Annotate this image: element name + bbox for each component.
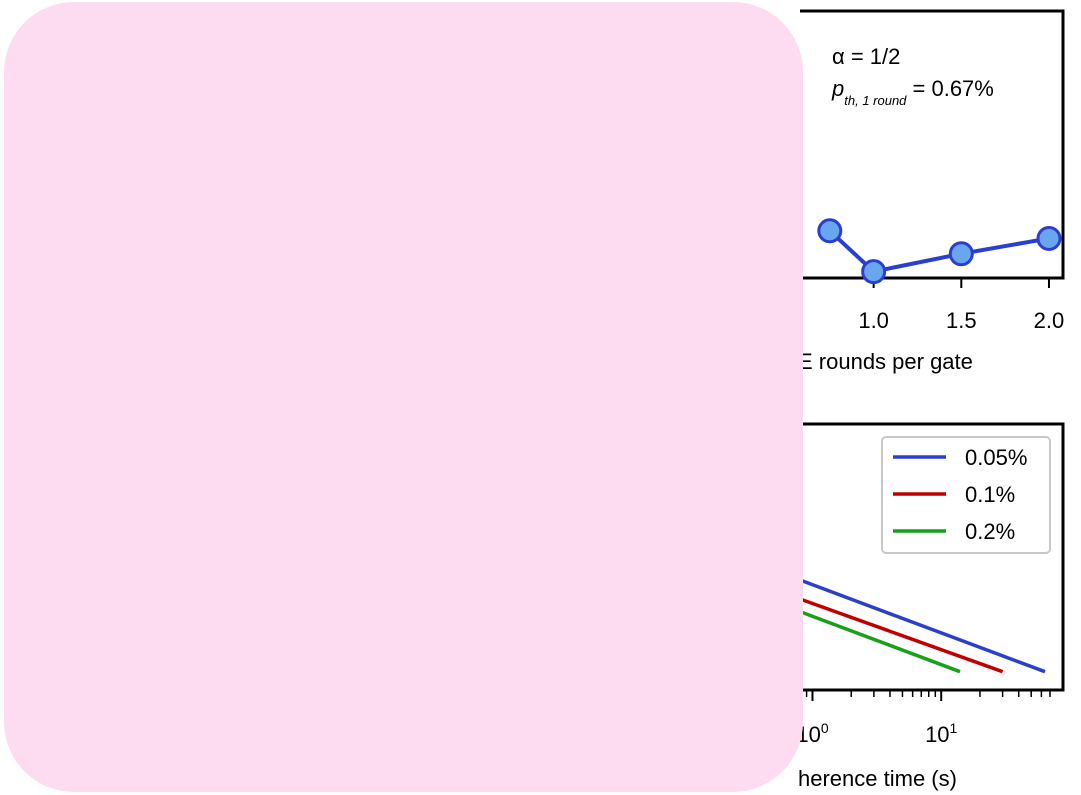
bottom-series-line [799, 610, 961, 674]
bottom-series-line [799, 597, 1004, 674]
threshold-symbol: p [831, 76, 844, 101]
top-data-point [1036, 225, 1062, 251]
top-x-tick-label: 1.0 [858, 308, 889, 333]
top-data-point [948, 241, 974, 267]
legend-label: 0.05% [965, 445, 1027, 470]
top-x-tick-label: 2.0 [1034, 308, 1065, 333]
legend-label: 0.1% [965, 482, 1015, 507]
bottom-series [799, 578, 1046, 674]
bottom-x-tick-label: 101 [925, 720, 957, 747]
top-x-axis-label: E rounds per gate [798, 349, 973, 374]
bottom-x-axis-label: herence time (s) [798, 766, 957, 791]
threshold-subscript: th, 1 round [844, 93, 907, 108]
top-annotation-alpha: α = 1/2 [832, 44, 900, 69]
bottom-axes-frame [800, 422, 1065, 692]
legend-label: 0.2% [965, 519, 1015, 544]
top-series-line [828, 229, 1050, 274]
top-data-point [817, 218, 843, 244]
top-x-tick-label: 1.5 [946, 308, 977, 333]
top-series [817, 218, 1062, 285]
top-annotation-threshold: pth, 1 round = 0.67% [831, 76, 994, 108]
legend-items: 0.05% 0.1% 0.2% [893, 445, 1027, 544]
threshold-value: = 0.67% [906, 76, 993, 101]
pink-overlay [4, 2, 803, 792]
bottom-x-ticks: 100 101 [796, 690, 958, 747]
bottom-panel: 100 101 0.05% 0.1% 0.2% herence time (s) [796, 422, 1065, 791]
legend-box [881, 436, 1051, 554]
legend: 0.05% 0.1% 0.2% [881, 436, 1051, 554]
top-axes-frame [800, 9, 1065, 280]
top-panel: α = 1/2 pth, 1 round = 0.67% 1.0 1.5 2.0 E… [798, 9, 1065, 374]
top-x-ticks: 1.0 1.5 2.0 [858, 278, 1064, 333]
bottom-x-minor-ticks [799, 690, 1051, 697]
top-data-point [861, 259, 887, 285]
bottom-series-line [799, 578, 1046, 674]
